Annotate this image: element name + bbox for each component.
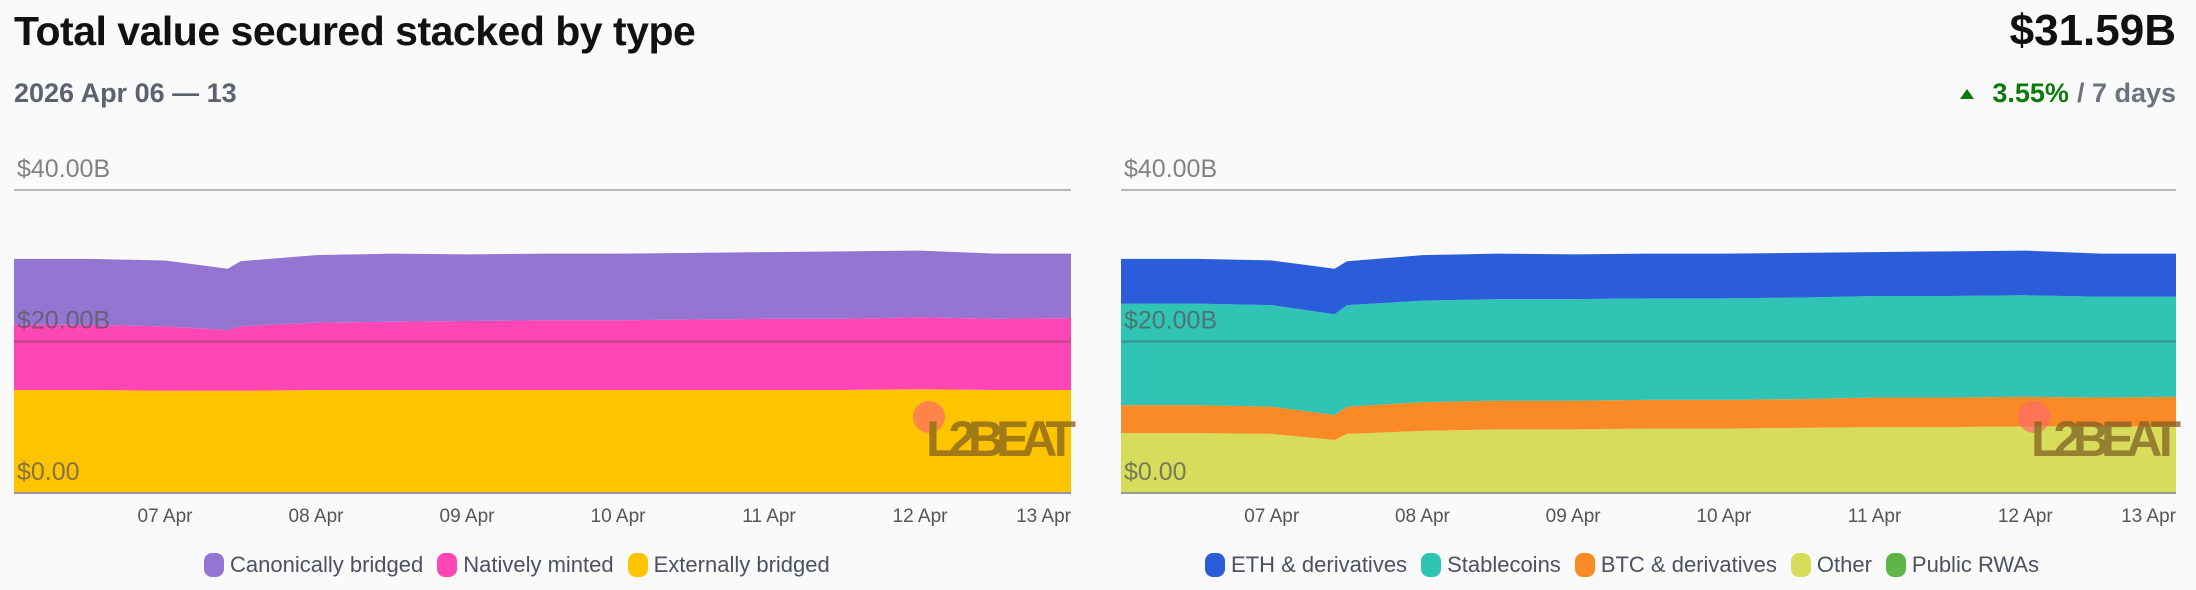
x-tick-label: 10 Apr — [1696, 506, 1752, 527]
legend-asset: ETH & derivatives Stablecoins BTC & deriva… — [1205, 552, 2039, 578]
legend-label: Externally bridged — [653, 552, 830, 577]
legend-swatch — [627, 553, 648, 577]
legend-swatch — [1421, 553, 1442, 577]
legend-label: Public RWAs — [1911, 552, 2040, 577]
legend-item[interactable]: Canonically bridged — [204, 552, 423, 578]
legend-item[interactable]: ETH & derivatives — [1205, 552, 1407, 578]
y-tick-label: $20.00B — [17, 307, 110, 335]
svg-text:L2BEAT: L2BEAT — [2031, 411, 2181, 467]
legend-item[interactable]: Other — [1790, 552, 1872, 578]
legend-item[interactable]: Public RWAs — [1885, 552, 2040, 578]
legend-label: Other — [1816, 552, 1872, 577]
y-tick-label: $40.00B — [17, 155, 110, 183]
x-tick-label: 11 Apr — [742, 506, 796, 527]
legend-item[interactable]: Natively minted — [437, 552, 614, 578]
legend-item[interactable]: BTC & derivatives — [1574, 552, 1777, 578]
change-indicator: 3.55% / 7 days — [1960, 78, 2176, 109]
svg-text:L2BEAT: L2BEAT — [926, 411, 1076, 467]
x-tick-label: 09 Apr — [440, 506, 496, 527]
legend-label: Canonically bridged — [230, 552, 424, 577]
l2beat-logo: L2BEAT — [2018, 401, 2181, 467]
chart-0: $0.00 $20.00B $40.00B 07 Apr 08 Apr 09 Apr 10 … — [14, 155, 1076, 527]
area-eth-derivatives — [1121, 250, 2176, 315]
legend-swatch — [1574, 553, 1595, 577]
y-tick-label: $0.00 — [17, 458, 80, 486]
legend-label: Natively minted — [463, 552, 614, 577]
legend-swatch — [437, 553, 458, 577]
area-canonically-bridged — [14, 250, 1071, 331]
legend-label: Stablecoins — [1447, 552, 1561, 577]
chart-1: $0.00 $20.00B $40.00B 07 Apr 08 Apr 09 Apr 10 … — [1121, 155, 2181, 527]
x-tick-label: 11 Apr — [1848, 506, 1902, 527]
x-tick-label: 10 Apr — [591, 506, 647, 527]
x-tick-label: 09 Apr — [1546, 506, 1602, 527]
legend-swatch — [1790, 553, 1811, 577]
x-tick-label: 08 Apr — [289, 506, 345, 527]
x-tick-label: 13 Apr — [1016, 506, 1072, 527]
change-period: / 7 days — [2076, 78, 2176, 108]
l2beat-logo: L2BEAT — [913, 401, 1076, 467]
legend-swatch — [1205, 553, 1225, 577]
area-natively-minted — [14, 317, 1071, 391]
legend-item[interactable]: Externally bridged — [627, 552, 830, 578]
date-range: 2026 Apr 06 — 13 — [14, 78, 237, 108]
x-tick-label: 12 Apr — [1998, 506, 2054, 527]
legend-swatch — [204, 553, 224, 577]
arrow-up-icon — [1960, 88, 1975, 99]
total-value: $31.59B — [2009, 6, 2176, 55]
y-tick-label: $40.00B — [1124, 155, 1217, 183]
area-stablecoins — [1121, 295, 2176, 415]
change-percent: 3.55% — [1992, 78, 2069, 108]
legend-swatch — [1885, 553, 1906, 577]
x-tick-label: 13 Apr — [2121, 506, 2177, 527]
legend-item[interactable]: Stablecoins — [1421, 552, 1561, 578]
x-tick-label: 08 Apr — [1395, 506, 1451, 527]
area-externally-bridged — [14, 389, 1071, 493]
area-other — [1121, 426, 2176, 493]
x-tick-label: 07 Apr — [1244, 506, 1300, 527]
x-tick-label: 07 Apr — [138, 506, 194, 527]
y-tick-label: $0.00 — [1124, 458, 1187, 486]
legend-type: Canonically bridged Natively minted Extern… — [204, 552, 830, 578]
y-tick-label: $20.00B — [1124, 307, 1217, 335]
legend-label: BTC & derivatives — [1600, 552, 1777, 577]
chart-title: Total value secured stacked by type — [14, 8, 696, 54]
legend-label: ETH & derivatives — [1231, 552, 1408, 577]
x-tick-label: 12 Apr — [893, 506, 949, 527]
area-btc-derivatives — [1121, 396, 2176, 440]
